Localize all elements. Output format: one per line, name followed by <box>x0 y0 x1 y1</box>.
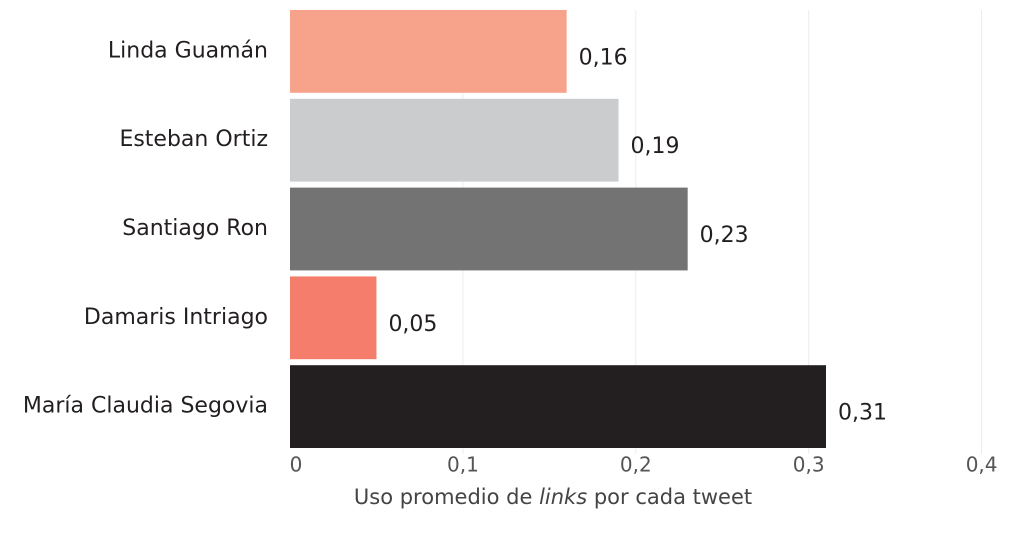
x-tick-label: 0,1 <box>447 453 479 477</box>
value-label: 0,23 <box>700 223 749 248</box>
bar <box>290 365 826 448</box>
x-axis-label-part: links <box>539 485 587 509</box>
value-label: 0,31 <box>838 401 887 426</box>
value-label: 0,16 <box>579 45 628 70</box>
bar <box>290 276 377 360</box>
bar <box>290 10 567 93</box>
category-label: María Claudia Segovia <box>23 394 268 419</box>
category-label: Damaris Intriago <box>84 305 268 330</box>
value-label: 0,19 <box>631 134 680 159</box>
bar <box>290 98 619 182</box>
bar <box>290 187 688 271</box>
x-axis-label: Uso promedio de links por cada tweet <box>354 485 752 509</box>
value-label: 0,05 <box>388 312 437 337</box>
category-label: Linda Guamán <box>108 38 268 63</box>
category-label: Esteban Ortiz <box>119 127 268 152</box>
category-label: Santiago Ron <box>122 216 268 241</box>
x-axis-label-part: por cada tweet <box>587 485 752 509</box>
x-tick-label: 0,2 <box>620 453 652 477</box>
x-tick-label: 0 <box>290 453 303 477</box>
x-tick-label: 0,4 <box>966 453 998 477</box>
x-tick-label: 0,3 <box>793 453 825 477</box>
x-axis-label-part: Uso promedio de <box>354 485 539 509</box>
